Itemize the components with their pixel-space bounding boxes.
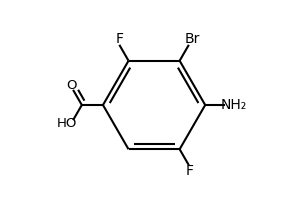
Text: O: O — [66, 79, 77, 92]
Text: Br: Br — [185, 32, 200, 46]
Text: NH₂: NH₂ — [221, 98, 247, 112]
Text: F: F — [186, 164, 194, 178]
Text: F: F — [115, 32, 123, 46]
Text: HO: HO — [57, 117, 77, 130]
